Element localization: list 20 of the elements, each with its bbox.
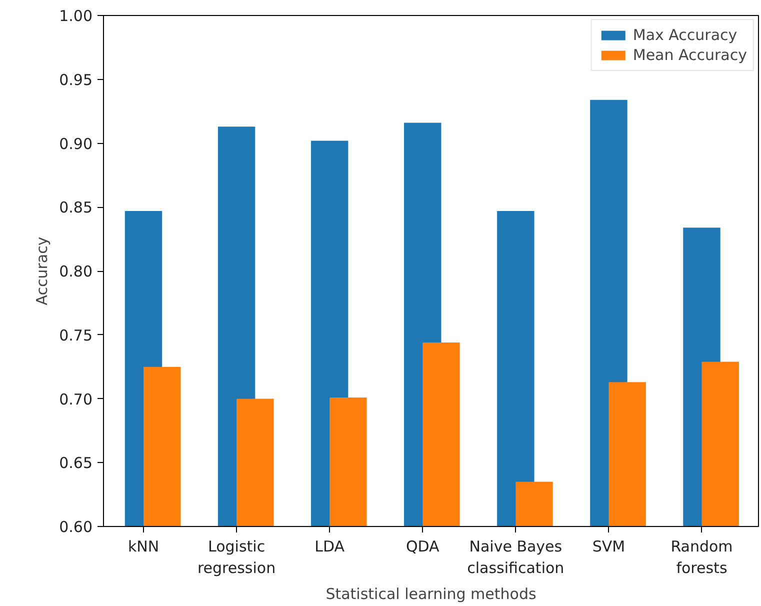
x-tick-label: Logistic regression <box>197 538 276 578</box>
y-tick-label: 0.90 <box>59 134 93 153</box>
legend-label: Max Accuracy <box>632 26 738 44</box>
y-tick-label: 0.60 <box>59 518 93 536</box>
x-tick-label: kNN <box>128 538 160 556</box>
x-tick-label: Naive Bayes classification <box>467 538 564 578</box>
y-tick-label: 0.85 <box>59 198 93 217</box>
y-tick-label: 1.00 <box>59 7 93 25</box>
y-tick-label: 0.65 <box>59 454 93 472</box>
x-tick-label: LDA <box>314 538 346 556</box>
y-tick-label: 0.95 <box>59 70 93 89</box>
y-tick-label: 0.75 <box>59 326 93 344</box>
legend-label: Mean Accuracy <box>632 46 747 64</box>
x-axis-title: Statistical learning methods <box>326 585 536 604</box>
y-axis-title: Accuracy <box>33 236 52 306</box>
y-tick-label: 0.80 <box>59 262 93 280</box>
x-tick-label: Random forests <box>670 538 733 578</box>
x-tick-label: QDA <box>406 538 440 556</box>
y-tick-label: 0.70 <box>59 390 93 408</box>
x-tick-label: SVM <box>592 538 626 556</box>
